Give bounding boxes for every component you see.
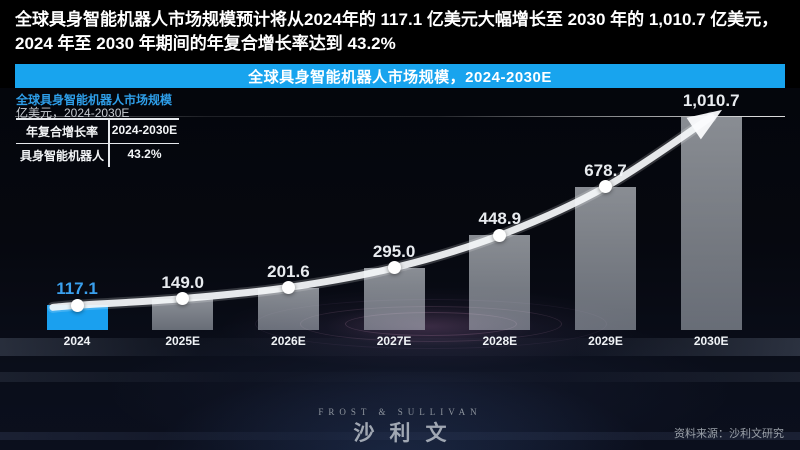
bar-2030E xyxy=(680,117,742,330)
data-point-2028E xyxy=(493,228,507,242)
shalifen-logo: 沙利文 xyxy=(353,422,462,445)
x-tick-2024: 2024 xyxy=(63,334,91,348)
value-label-2025E: 149.0 xyxy=(161,272,204,292)
value-label-2028E: 448.9 xyxy=(478,209,522,229)
chart-banner: 全球具身智能机器人市场规模，2024-2030E xyxy=(15,64,785,89)
frost-sullivan-logo: FROST & SULLIVAN xyxy=(318,407,482,417)
value-label-2029E: 678.7 xyxy=(584,160,627,180)
data-point-2029E xyxy=(599,180,612,194)
source-note: 资料来源：沙利文研究 xyxy=(674,428,784,440)
data-point-2024 xyxy=(70,298,84,312)
chart-banner-title: 全球具身智能机器人市场规模，2024-2030E xyxy=(248,69,552,86)
value-label-2027E: 295.0 xyxy=(372,241,416,261)
bar-2028E xyxy=(469,235,531,330)
value-label-2030E: 1,010.7 xyxy=(682,91,740,110)
headline-line2: 2024 年至 2030 年期间的年复合增长率达到 43.2% xyxy=(15,34,396,53)
data-point-2027E xyxy=(387,261,401,275)
x-tick-2025E: 2025E xyxy=(165,334,201,348)
data-point-2025E xyxy=(176,292,190,306)
chart-title: 全球具身智能机器人市场规模 xyxy=(16,93,173,107)
x-tick-2029E: 2029E xyxy=(588,334,623,348)
data-point-2026E xyxy=(281,281,295,294)
x-tick-2030E: 2030E xyxy=(693,334,729,348)
x-tick-2026E: 2026E xyxy=(271,334,306,348)
value-label-2026E: 201.6 xyxy=(267,261,310,281)
bar-2029E xyxy=(575,186,636,330)
headline-line1: 全球具身智能机器人市场规模预计将从2024年的 117.1 亿美元大幅增长至 2… xyxy=(15,10,779,29)
x-tick-2027E: 2027E xyxy=(376,334,412,348)
bar-2027E xyxy=(363,267,425,330)
value-label-2024: 117.1 xyxy=(56,279,98,299)
x-tick-2028E: 2028E xyxy=(482,334,518,348)
headline: 全球具身智能机器人市场规模预计将从2024年的 117.1 亿美元大幅增长至 2… xyxy=(15,8,790,56)
